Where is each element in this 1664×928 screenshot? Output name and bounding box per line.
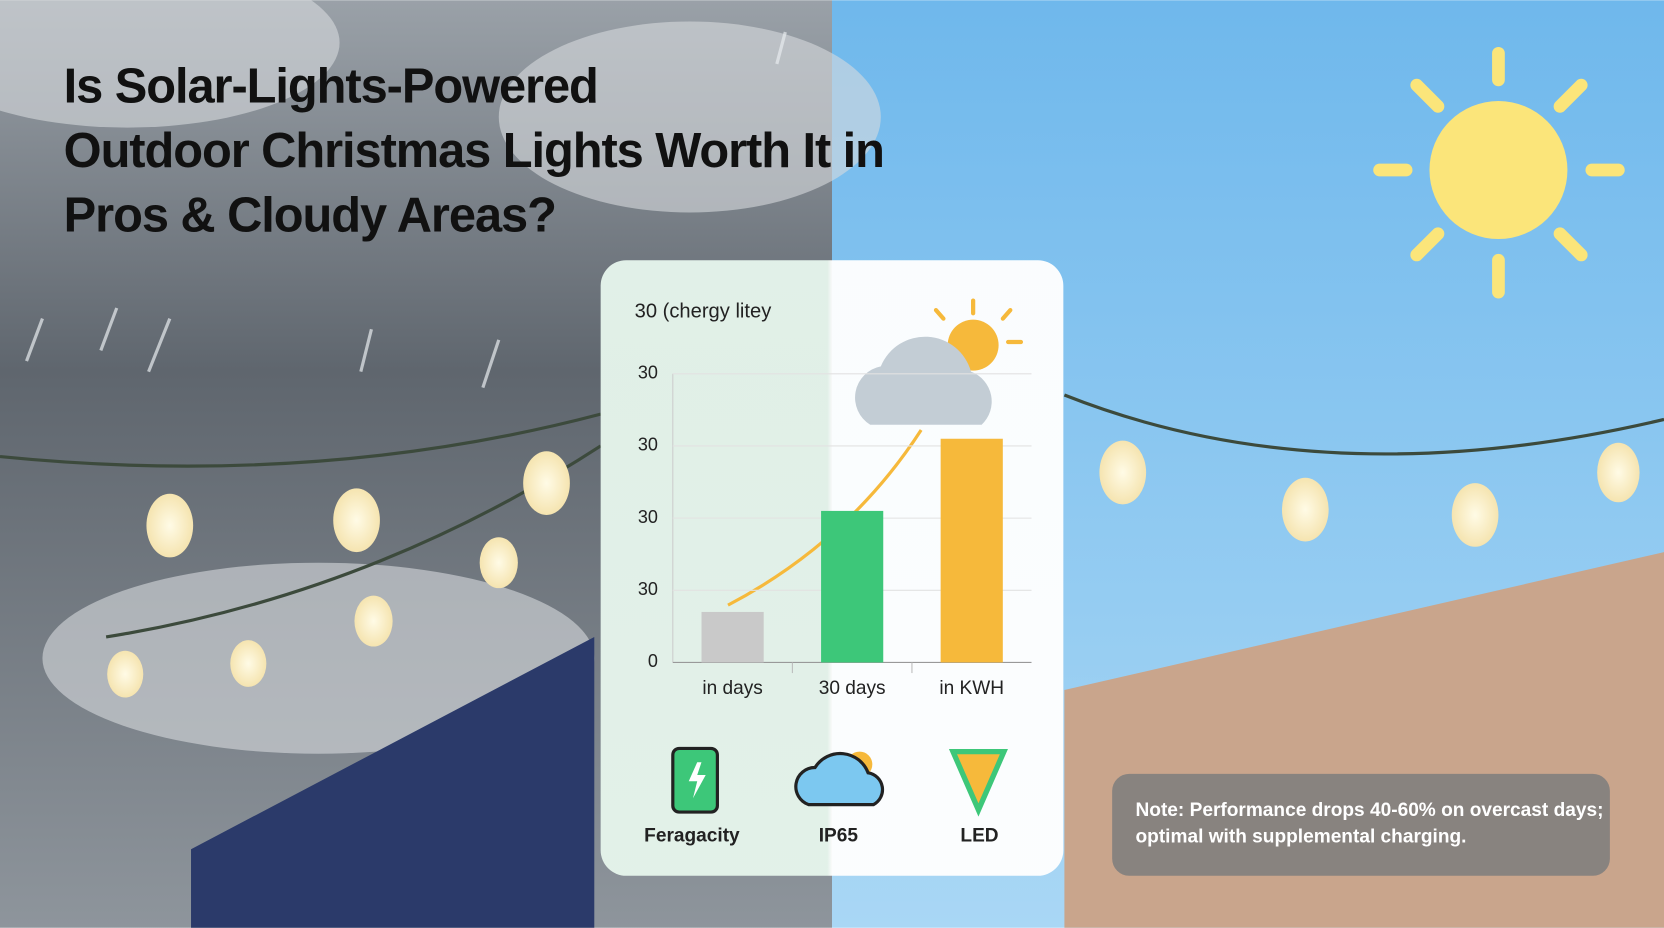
x-tick-label: 30 days [819, 678, 886, 699]
cloud-icon [794, 751, 885, 807]
title: Is Solar-Lights-Powered Outdoor Christma… [64, 59, 885, 243]
bar [701, 611, 764, 663]
y-tick-label: 30 [638, 363, 658, 383]
sun [1373, 46, 1625, 299]
title-line: Outdoor Christmas Lights Worth It in [64, 124, 884, 178]
rain [25, 31, 787, 389]
y-tick-label: 30 [638, 579, 658, 599]
features: Feragacity IP65 LED [644, 746, 1008, 847]
note-line: optimal with supplemental charging. [1136, 827, 1467, 848]
string-lights [0, 393, 1664, 698]
chart: 0 30 30 30 30 in days 30 days in KWH [638, 363, 1032, 699]
y-tick-label: 30 [638, 507, 658, 527]
weather-icon [855, 298, 1024, 425]
y-tick-label: 30 [638, 435, 658, 455]
led-icon [948, 748, 1008, 817]
y-tick-label: 0 [648, 651, 658, 671]
bolt [688, 762, 706, 799]
bar [821, 510, 884, 663]
feature-label: Feragacity [644, 826, 740, 847]
bar [940, 438, 1003, 663]
note-box [1112, 773, 1610, 876]
title-line: Is Solar-Lights-Powered [64, 59, 598, 113]
chart-title: 30 (chergy litey [635, 301, 773, 323]
x-tick-label: in days [702, 678, 763, 699]
x-tick-label: in KWH [939, 678, 1004, 699]
feature-label: LED [960, 826, 998, 847]
solar-panel [191, 636, 595, 928]
title-line: Pros & Cloudy Areas? [64, 189, 556, 243]
note-line: Note: Performance drops 40-60% on overca… [1136, 800, 1604, 821]
feature-label: IP65 [819, 826, 859, 847]
clouds [0, 0, 881, 754]
